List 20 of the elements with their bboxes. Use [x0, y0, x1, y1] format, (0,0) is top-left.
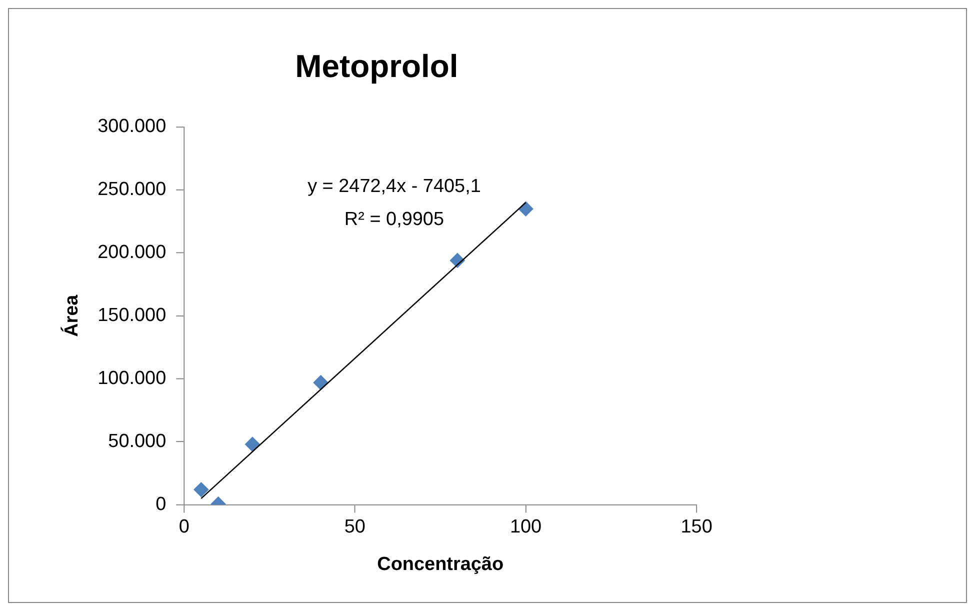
- y-tick-label: 200.000: [98, 242, 166, 264]
- chart-title: Metoprolol: [295, 48, 458, 84]
- y-tick-label: 0: [156, 494, 166, 515]
- y-tick-label: 250.000: [98, 179, 166, 200]
- point: [194, 482, 209, 498]
- y-tick-label: 150.000: [98, 305, 166, 326]
- annotation: y = 2472,4x - 7405,1: [308, 176, 481, 198]
- y-tick-label: 300.000: [98, 116, 166, 138]
- x-tick-label: 100: [510, 516, 542, 538]
- x-tick-label: 0: [178, 516, 190, 538]
- point: [244, 436, 260, 452]
- y-axis-title: Área: [60, 294, 82, 337]
- y-tick-label: 50.000: [108, 431, 166, 452]
- x-axis-title: Concentração: [377, 554, 504, 575]
- annotation: R² = 0,9905: [344, 208, 444, 230]
- y-tick-label: 100.000: [98, 368, 166, 390]
- x-tick-label: 150: [680, 516, 712, 538]
- point: [518, 201, 534, 216]
- x-tick-label: 50: [344, 516, 366, 538]
- point: [313, 375, 328, 390]
